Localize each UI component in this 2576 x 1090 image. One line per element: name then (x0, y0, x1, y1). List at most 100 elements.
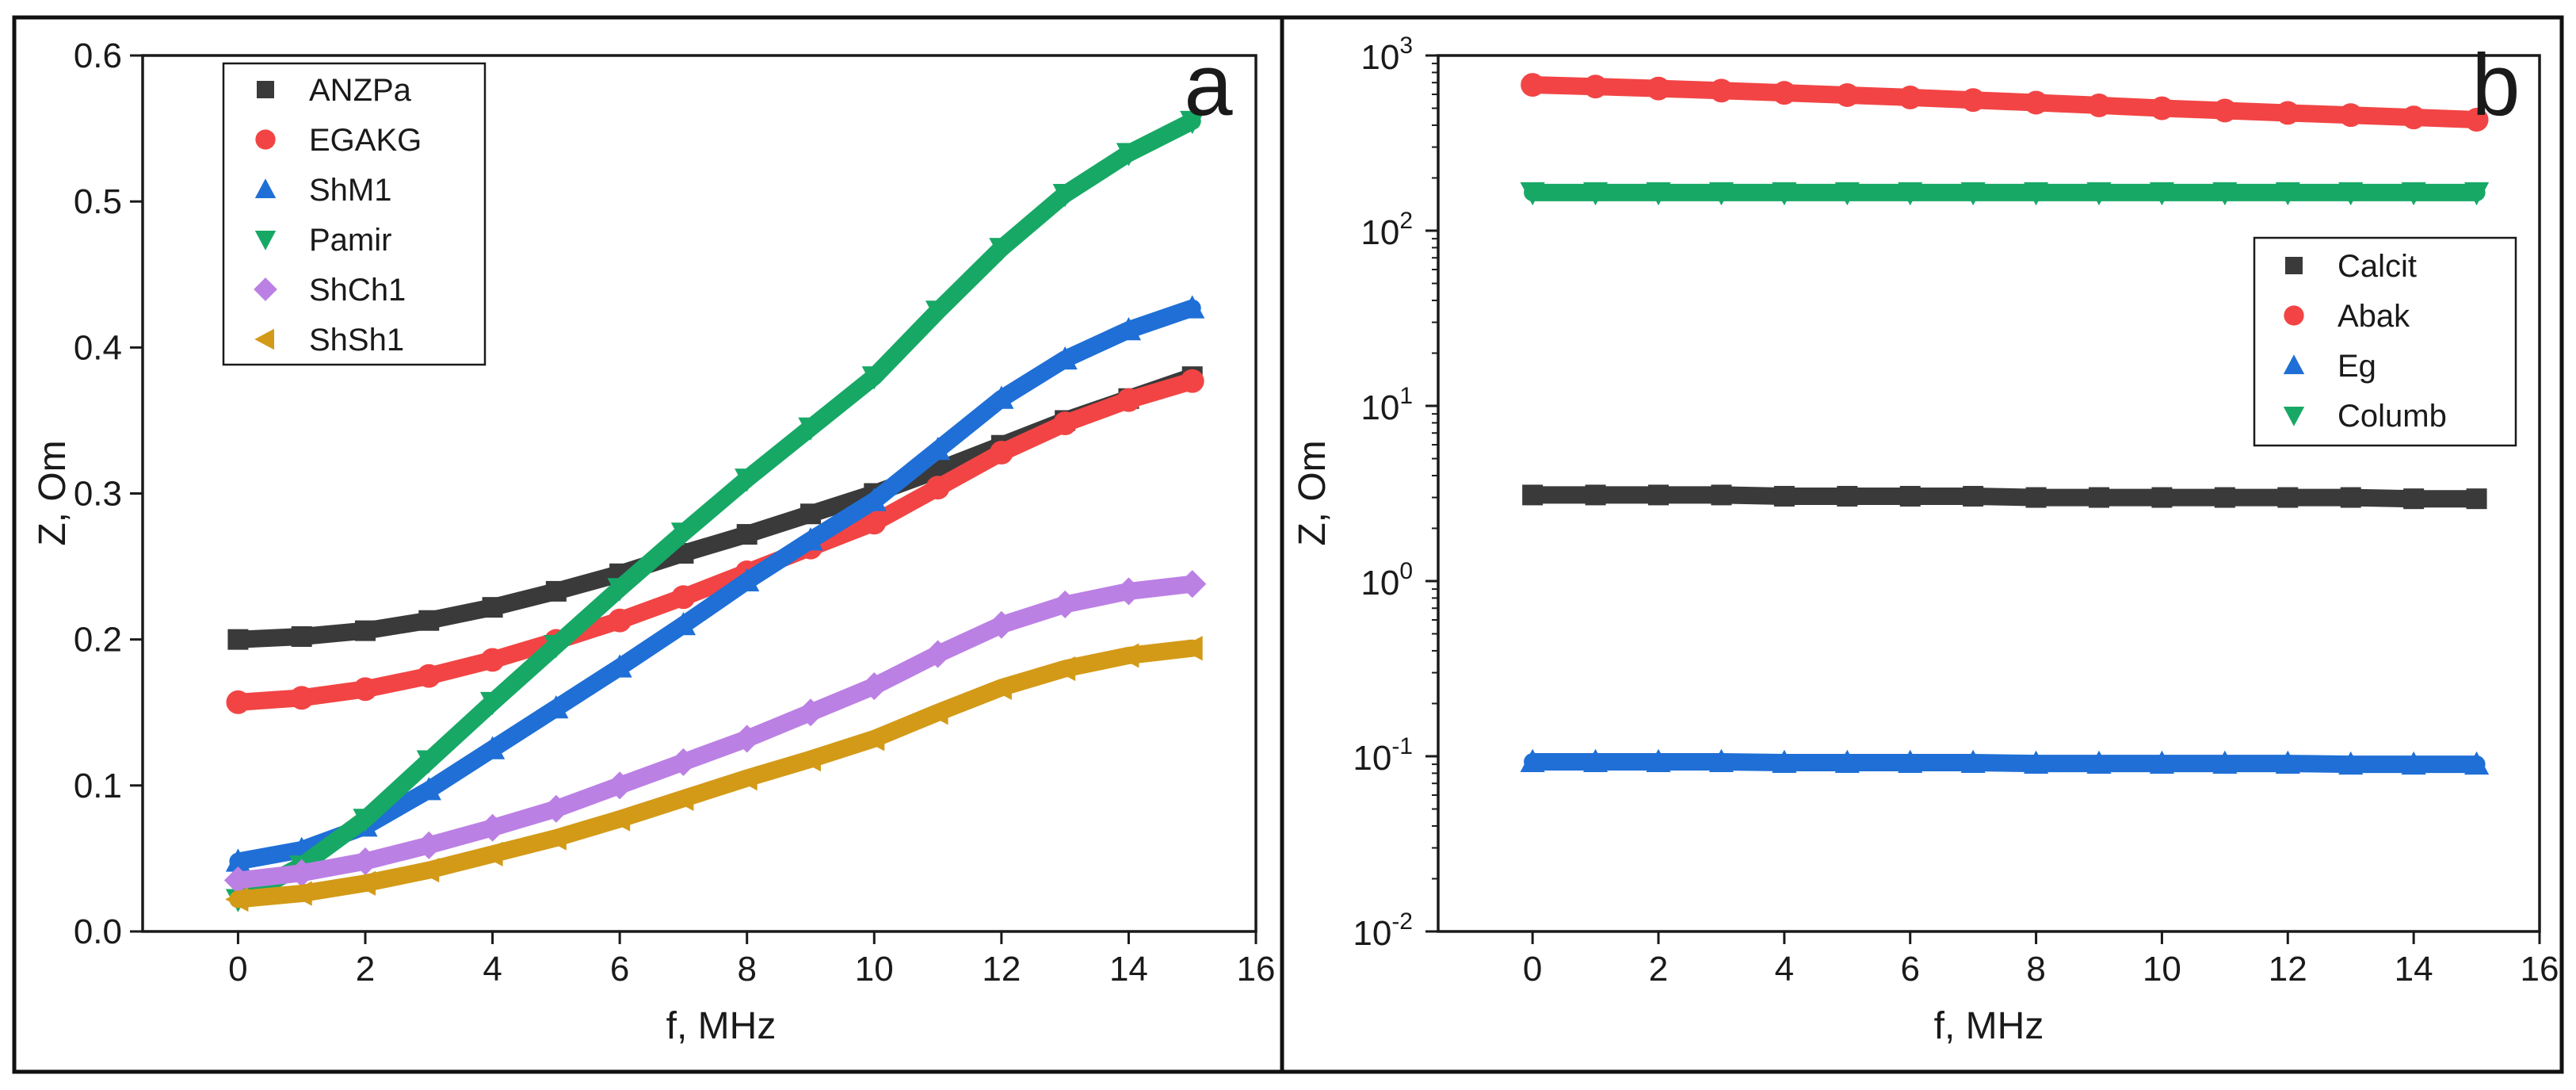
data-point-Pamir (989, 238, 1014, 262)
legend-label-Columb: Columb (2337, 399, 2447, 434)
data-point-Calcit (1522, 484, 1544, 506)
legend-label-ANZPa: ANZPa (309, 73, 412, 108)
data-point-Calcit (1585, 484, 1606, 506)
legend-entry-Abak: Abak (2284, 299, 2410, 334)
panel-a: 0 2 4 6 8 10 12 14 16 0.0 0.1 0.2 0.3 0.4 0.5 0.6 f, MH… (12, 15, 1284, 1074)
data-point-ShM1 (544, 694, 569, 719)
data-point-Columb (2401, 182, 2426, 206)
data-point-Calcit (1899, 485, 1921, 507)
data-point-ShCh1 (479, 813, 507, 842)
data-point-ShSh1 (606, 806, 631, 832)
data-point-ShSh1 (479, 841, 503, 866)
data-point-ShCh1 (542, 794, 571, 823)
data-point-Calcit (2466, 488, 2487, 510)
data-point-Eg (1708, 748, 1735, 772)
data-point-Eg (1960, 749, 1986, 774)
data-point-Abak (2338, 103, 2363, 128)
data-point-Eg (1772, 749, 1797, 774)
series-line-Pamir (229, 112, 1201, 908)
data-point-ANZPa (355, 620, 376, 641)
data-point-ShCh1 (605, 771, 634, 800)
x-tick-label: 12 (2269, 950, 2307, 989)
legend-label-Abak: Abak (2337, 299, 2410, 334)
data-point-ANZPa (545, 580, 567, 602)
data-point-Columb (1772, 182, 1797, 206)
data-point-ANZPa (736, 524, 758, 545)
data-point-EGAKG (353, 677, 377, 702)
x-tick-label: 2 (1649, 950, 1668, 989)
data-point-Calcit (1963, 485, 1984, 507)
data-point-Abak (2402, 105, 2426, 130)
data-point-ShM1 (479, 736, 506, 759)
legend-entry-ShM1: ShM1 (254, 173, 392, 208)
data-point-Abak (1898, 85, 1922, 109)
data-point-Abak (2212, 98, 2237, 123)
data-point-Pamir (1180, 110, 1205, 135)
legend-marker-Eg (2283, 354, 2305, 374)
data-point-EGAKG (608, 608, 632, 633)
data-point-Pamir (1052, 183, 1078, 208)
legend-entry-ShSh1: ShSh1 (254, 323, 404, 358)
data-point-Columb (2463, 182, 2490, 206)
x-tick-label: 14 (1109, 950, 1148, 989)
series-Columb (1520, 182, 2490, 206)
data-point-Columb (1520, 182, 1545, 206)
data-point-ShSh1 (543, 825, 567, 851)
data-point-Calcit (2089, 487, 2109, 508)
data-point-Abak (1961, 88, 1986, 113)
legend-label-ShCh1: ShCh1 (309, 273, 406, 308)
legend-marker-ShM1 (254, 178, 277, 198)
data-point-Eg (2275, 750, 2300, 774)
data-point-ShM1 (1052, 346, 1078, 370)
data-point-Eg (2149, 750, 2175, 774)
data-point-EGAKG (417, 664, 441, 688)
data-point-EGAKG (289, 686, 314, 710)
data-point-Eg (2338, 751, 2364, 775)
panel-a-x-axis-title: f, MHz (666, 1005, 777, 1047)
data-point-ShSh1 (225, 886, 249, 912)
x-tick-label: 10 (855, 950, 894, 989)
series-Calcit (1522, 484, 2487, 510)
data-point-ShCh1 (987, 610, 1016, 639)
data-point-Abak (1709, 78, 1734, 103)
data-point-ShSh1 (861, 726, 885, 752)
data-point-ANZPa (482, 597, 503, 618)
panel-a-ticks: 0 2 4 6 8 10 12 14 16 0.0 0.1 0.2 0.3 0.4 0.5 0.6 (74, 36, 1276, 989)
y-tick-label: 0.0 (74, 912, 122, 951)
data-point-Calcit (1773, 485, 1795, 507)
data-point-Pamir (861, 366, 887, 390)
data-point-ANZPa (291, 625, 312, 647)
data-point-Columb (2086, 182, 2112, 206)
data-point-Columb (2275, 182, 2300, 206)
data-point-Pamir (925, 300, 951, 324)
data-point-ShCh1 (1114, 577, 1143, 606)
data-point-Abak (2024, 90, 2048, 115)
legend-marker-EGAKG (255, 129, 276, 150)
data-point-ShCh1 (1051, 590, 1079, 619)
x-tick-label: 4 (483, 950, 502, 989)
x-tick-label: 8 (737, 950, 756, 989)
x-tick-label: 2 (356, 950, 375, 989)
legend-label-Eg: Eg (2337, 349, 2376, 384)
legend-entry-Calcit: Calcit (2285, 249, 2417, 284)
data-point-ShM1 (798, 527, 823, 551)
data-point-Eg (1834, 749, 1860, 774)
y-tick-label: 0.5 (74, 182, 122, 221)
data-point-ShCh1 (414, 831, 443, 859)
x-tick-label: 6 (610, 950, 629, 989)
data-point-ShCh1 (669, 748, 697, 776)
data-point-ShM1 (670, 612, 696, 636)
y-tick-label: 0.1 (74, 767, 122, 805)
data-point-Columb (2338, 182, 2364, 206)
data-point-Eg (1646, 748, 1671, 772)
panel-a-plot-frame (141, 54, 1257, 933)
data-point-Eg (1898, 749, 1923, 774)
data-point-Pamir (735, 469, 760, 492)
panel-b-letter: b (2471, 36, 2520, 134)
series-line-EGAKG (229, 372, 1201, 711)
series-line-Abak (1524, 76, 2486, 128)
data-point-Columb (1708, 182, 1735, 206)
data-point-ShM1 (1180, 295, 1205, 319)
x-tick-label: 4 (1775, 950, 1794, 989)
data-point-Calcit (2025, 487, 2047, 508)
